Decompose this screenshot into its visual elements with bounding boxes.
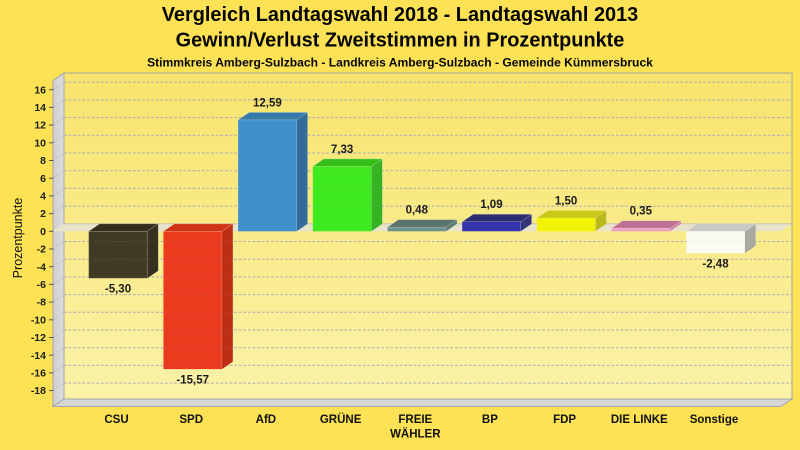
svg-text:10: 10	[34, 137, 46, 149]
svg-text:Vergleich Landtagswahl 2018 -: Vergleich Landtagswahl 2018 - Landtagswa…	[162, 4, 638, 26]
svg-text:-12: -12	[31, 332, 46, 344]
svg-text:14: 14	[34, 102, 46, 114]
svg-text:1,09: 1,09	[480, 199, 502, 211]
svg-text:12: 12	[34, 120, 46, 132]
svg-text:2: 2	[40, 208, 46, 220]
svg-text:-18: -18	[31, 385, 46, 397]
svg-text:-16: -16	[31, 368, 46, 380]
svg-text:-10: -10	[31, 314, 46, 326]
svg-text:Gewinn/Verlust Zweitstimmen in: Gewinn/Verlust Zweitstimmen in Prozentpu…	[176, 30, 625, 52]
svg-text:-14: -14	[31, 350, 46, 362]
svg-text:0,35: 0,35	[630, 206, 653, 218]
svg-text:6: 6	[40, 173, 46, 185]
svg-text:-6: -6	[37, 279, 46, 291]
svg-text:12,59: 12,59	[253, 97, 282, 109]
svg-text:AfD: AfD	[256, 414, 276, 426]
svg-text:8: 8	[40, 155, 46, 167]
svg-text:GRÜNE: GRÜNE	[320, 413, 362, 426]
svg-text:Sonstige: Sonstige	[690, 414, 739, 426]
svg-text:SPD: SPD	[179, 414, 203, 426]
svg-text:WÄHLER: WÄHLER	[390, 428, 441, 441]
svg-text:4: 4	[40, 191, 46, 203]
svg-text:FREIE: FREIE	[398, 414, 432, 426]
svg-text:FDP: FDP	[553, 414, 576, 426]
svg-text:CSU: CSU	[104, 414, 128, 426]
svg-text:-4: -4	[37, 261, 46, 273]
svg-text:1,50: 1,50	[555, 196, 577, 208]
svg-text:Prozentpunkte: Prozentpunkte	[11, 198, 25, 279]
svg-text:-5,30: -5,30	[105, 283, 131, 295]
svg-text:DIE LINKE: DIE LINKE	[611, 414, 668, 426]
svg-text:0,48: 0,48	[406, 205, 429, 217]
svg-text:7,33: 7,33	[331, 144, 353, 156]
svg-text:16: 16	[34, 84, 46, 96]
svg-text:-15,57: -15,57	[176, 374, 209, 386]
svg-text:Stimmkreis Amberg-Sulzbach - L: Stimmkreis Amberg-Sulzbach - Landkreis A…	[147, 56, 653, 70]
svg-text:-2,48: -2,48	[702, 258, 729, 270]
svg-text:0: 0	[40, 226, 46, 238]
svg-text:BP: BP	[482, 414, 498, 426]
svg-text:-8: -8	[37, 297, 46, 309]
svg-text:-2: -2	[37, 244, 46, 256]
